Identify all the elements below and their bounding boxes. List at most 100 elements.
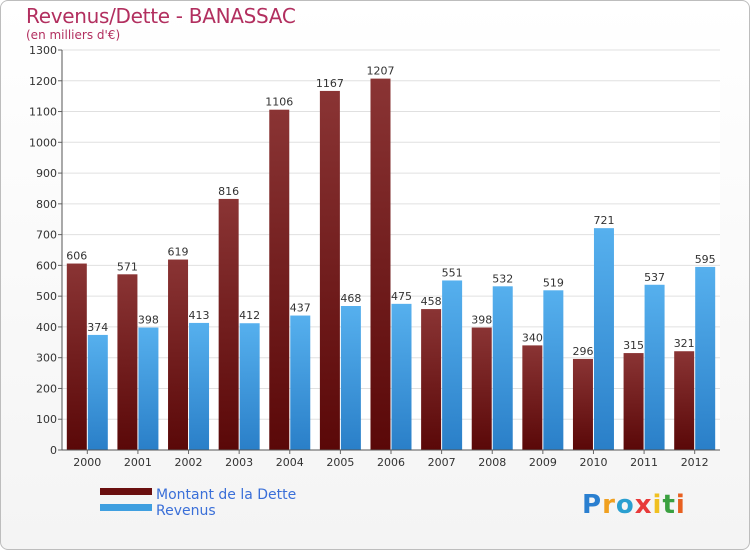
data-label: 398 [471,314,492,327]
bar-revenus [543,290,564,450]
data-label: 595 [695,253,716,266]
bar-revenus [239,323,260,450]
x-tick-label: 2008 [478,456,506,469]
x-tick-label: 2004 [276,456,304,469]
logo-letter: P [582,490,603,520]
x-tick-label: 2006 [377,456,405,469]
grid-lines [62,49,720,451]
bars [66,78,716,450]
x-tick-label: 2000 [73,456,101,469]
legend-swatch [100,488,152,495]
logo-letter: i [675,490,686,520]
bar-revenus [644,284,665,450]
data-label: 619 [168,246,189,259]
data-label: 468 [340,292,361,305]
y-tick-label: 1200 [29,75,57,88]
bar-revenus [138,327,159,450]
data-label: 458 [421,295,442,308]
y-tick-label: 300 [36,352,57,365]
y-tick-label: 800 [36,198,57,211]
data-labels: 606 374 571 398 619 413 816 412 1106 437 1167 468 12… [66,65,715,358]
data-label: 519 [543,276,564,289]
bar-dette [370,78,391,450]
logo-letter: x [634,490,653,520]
bar-revenus [189,322,210,450]
bar-dette [269,109,290,450]
plot-area [62,50,720,450]
bar-revenus [290,315,311,450]
y-tick-label: 200 [36,382,57,395]
y-tick-label: 500 [36,290,57,303]
data-label: 1167 [316,77,344,90]
bar-revenus [87,334,108,450]
data-label: 315 [623,339,644,352]
data-label: 437 [290,302,311,315]
logo-letter: t [662,490,676,520]
y-tick-label: 700 [36,229,57,242]
data-label: 296 [572,345,593,358]
y-tick-label: 100 [36,413,57,426]
bar-revenus [593,228,614,450]
data-label: 1207 [367,65,395,78]
bar-revenus [492,286,513,450]
bar-dette [674,351,695,450]
y-tick-label: 0 [50,444,57,457]
x-tick-label: 2010 [579,456,607,469]
legend-label: Montant de la Dette [156,487,296,503]
bar-dette [623,353,644,450]
x-tick-label: 2009 [529,456,557,469]
bar-revenus [442,280,463,450]
x-tick-label: 2012 [681,456,709,469]
chart-title: Revenus/Dette - BANASSAC [26,4,296,28]
y-tick-label: 1000 [29,136,57,149]
data-label: 412 [239,309,260,322]
data-label: 398 [138,314,159,327]
bar-dette [319,90,340,450]
bar-dette [218,198,239,450]
logo-letter: o [615,490,635,520]
x-tick-label: 2005 [326,456,354,469]
bar-revenus [340,306,361,450]
bar-dette [117,274,138,450]
chart-subtitle: (en milliers d'€) [26,28,121,42]
data-label: 1106 [265,96,293,109]
data-label: 551 [442,266,463,279]
bar-dette [471,327,492,450]
logo-letter: r [602,490,616,520]
bar-revenus [391,303,412,450]
x-tick-label: 2001 [124,456,152,469]
data-label: 475 [391,290,412,303]
x-tick-label: 2011 [630,456,658,469]
data-label: 321 [674,337,695,350]
bar-dette [572,358,593,450]
y-tick-label: 1100 [29,106,57,119]
data-label: 571 [117,260,138,273]
data-label: 374 [87,321,108,334]
y-tick-label: 400 [36,321,57,334]
data-label: 340 [522,331,543,344]
data-label: 537 [644,271,665,284]
proxiti-logo: Proxiti [582,490,686,520]
bar-dette [66,263,87,450]
bar-dette [421,309,442,450]
bar-revenus [695,266,716,450]
x-tick-label: 2003 [225,456,253,469]
bar-dette [522,345,543,450]
bar-dette [168,259,189,450]
y-tick-label: 900 [36,167,57,180]
y-tick-label: 1300 [29,44,57,57]
data-label: 606 [66,250,87,263]
axes: 0 100 200 300 400 500 600 700 800 900 1000 1100 1200… [29,44,720,469]
data-label: 532 [492,272,513,285]
data-label: 721 [593,214,614,227]
logo-letter: i [652,490,663,520]
x-tick-label: 2007 [428,456,456,469]
x-tick-label: 2002 [175,456,203,469]
data-label: 816 [218,185,239,198]
data-label: 413 [189,309,210,322]
legend-label: Revenus [156,503,216,519]
legend-swatch [100,504,152,511]
y-tick-label: 600 [36,259,57,272]
